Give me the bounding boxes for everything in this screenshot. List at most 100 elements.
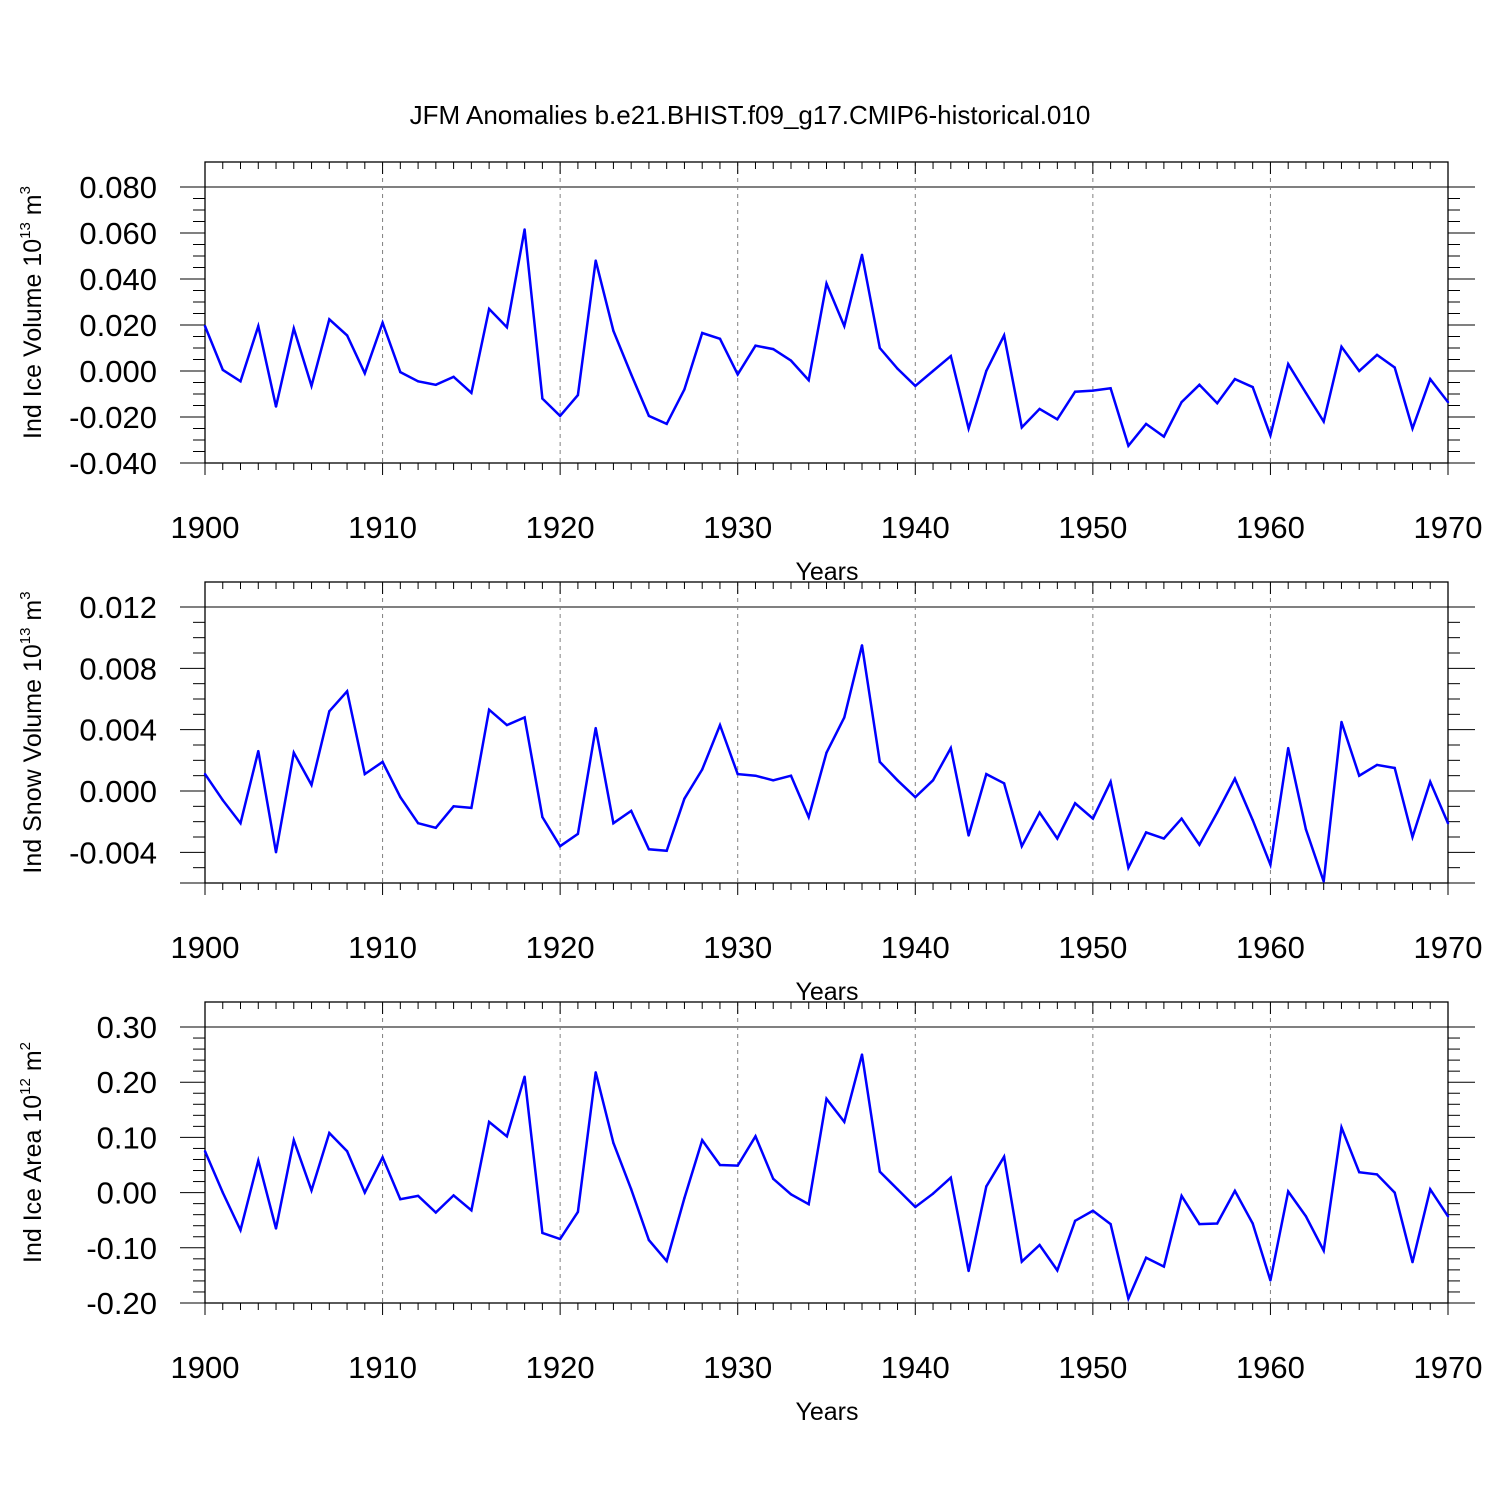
- data-point: [1144, 831, 1148, 834]
- data-point: [221, 799, 224, 802]
- data-point: [470, 391, 473, 395]
- data-point: [1091, 389, 1095, 392]
- data-point: [896, 1188, 899, 1191]
- data-point: [1056, 837, 1059, 840]
- data-point: [647, 414, 651, 418]
- y-axis-label-unit-exponent: 3: [17, 186, 34, 194]
- x-tick-label: 1930: [703, 1350, 772, 1385]
- data-point: [1162, 435, 1166, 438]
- data-point: [523, 716, 526, 719]
- data-point: [487, 708, 491, 711]
- data-point: [683, 1196, 686, 1200]
- data-point: [345, 1150, 349, 1153]
- data-point: [541, 397, 544, 400]
- y-axis-label-text: Ind Ice Area 10: [19, 1095, 47, 1263]
- data-point: [772, 347, 775, 351]
- panel-ice-area: Ind Ice Area 1012 m2 Years 1900 1910 1920 1…: [17, 1001, 1483, 1426]
- y-tick-label: -0.040: [69, 446, 157, 481]
- x-tick-label: 1970: [1414, 1350, 1483, 1385]
- y-axis-label-text: Ind Snow Volume 10: [19, 644, 47, 873]
- data-point: [967, 1269, 970, 1273]
- data-point: [1429, 377, 1432, 381]
- data-point: [1038, 1243, 1041, 1247]
- x-tick-label: 1930: [703, 510, 772, 545]
- data-point: [860, 644, 864, 647]
- data-point: [470, 806, 473, 810]
- data-point: [1162, 837, 1166, 840]
- x-tick-label: 1930: [703, 930, 772, 965]
- data-point: [1304, 391, 1308, 395]
- data-point: [683, 797, 686, 800]
- data-point: [1358, 774, 1361, 777]
- data-point: [345, 690, 349, 693]
- data-point: [1056, 1269, 1059, 1272]
- data-point: [221, 1191, 224, 1194]
- data-point: [1429, 780, 1432, 783]
- data-point: [807, 379, 810, 382]
- data-point: [1233, 377, 1237, 381]
- data-point: [452, 1194, 455, 1197]
- data-point: [718, 723, 722, 727]
- y-tick-label: 0.10: [97, 1120, 157, 1155]
- data-point: [310, 783, 313, 787]
- data-point: [1375, 763, 1379, 767]
- data-point: [825, 751, 828, 754]
- data-point: [736, 373, 739, 376]
- data-point: [612, 329, 615, 332]
- data-point: [1375, 1173, 1379, 1176]
- data-point: [1038, 811, 1041, 814]
- data-point: [1091, 817, 1095, 820]
- data-point: [665, 849, 668, 852]
- data-point: [914, 1205, 917, 1209]
- y-axis-label: Ind Snow Volume 1013 m3: [17, 591, 47, 873]
- data-point: [896, 779, 899, 782]
- data-point: [576, 832, 580, 836]
- data-point: [1393, 1191, 1396, 1194]
- y-axis-label: Ind Ice Area 1012 m2: [17, 1042, 47, 1263]
- data-point: [860, 253, 864, 256]
- data-point: [1180, 817, 1183, 820]
- data-point: [736, 1164, 739, 1167]
- data-point: [718, 1163, 722, 1167]
- data-point: [487, 1120, 491, 1124]
- data-point: [1002, 334, 1006, 337]
- data-point: [701, 331, 704, 335]
- data-point: [1375, 353, 1379, 357]
- data-point: [985, 1185, 988, 1188]
- data-point: [328, 318, 331, 321]
- data-point: [1269, 1279, 1272, 1282]
- data-point: [203, 772, 207, 776]
- data-point: [310, 384, 313, 388]
- data-point: [612, 1141, 615, 1145]
- data-point: [558, 845, 562, 848]
- data-point: [399, 370, 402, 374]
- y-axis-label-text: Ind Ice Volume 10: [19, 239, 47, 439]
- data-point: [505, 1135, 509, 1138]
- data-point: [381, 1156, 384, 1159]
- x-tick-label: 1960: [1236, 930, 1305, 965]
- data-point: [1127, 1297, 1130, 1300]
- data-point: [1216, 811, 1219, 814]
- data-point: [1162, 1265, 1166, 1268]
- data-point: [558, 414, 562, 418]
- data-point: [949, 354, 952, 358]
- x-tick-label: 1910: [348, 930, 417, 965]
- data-point: [1340, 345, 1343, 348]
- data-point: [1216, 402, 1219, 405]
- data-point: [1216, 1222, 1219, 1225]
- data-point: [523, 228, 526, 231]
- data-point: [1304, 828, 1308, 831]
- data-point: [931, 779, 935, 782]
- x-axis-label: Years: [795, 978, 858, 1006]
- data-point: [1411, 1261, 1414, 1264]
- data-point: [843, 716, 846, 719]
- data-point: [594, 1071, 597, 1074]
- x-axis-label: Years: [795, 558, 858, 586]
- x-tick-label: 1910: [348, 510, 417, 545]
- x-tick-label: 1940: [881, 930, 950, 965]
- data-point: [1251, 818, 1254, 822]
- x-tick-label: 1950: [1058, 510, 1127, 545]
- data-point: [1109, 780, 1112, 783]
- data-point: [985, 369, 988, 373]
- data-point: [434, 826, 437, 829]
